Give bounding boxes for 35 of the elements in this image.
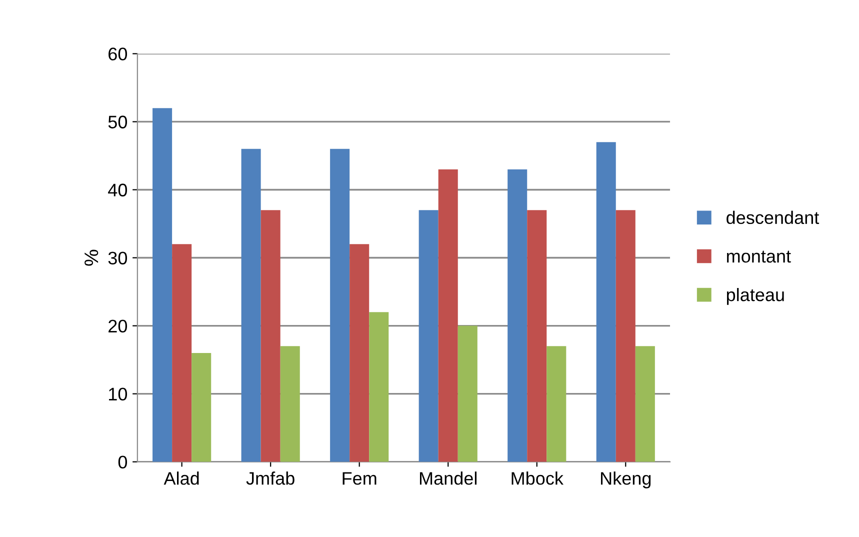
x-tick-label: Jmfab (246, 472, 294, 485)
bar (280, 346, 300, 462)
bar (508, 169, 528, 462)
y-tick-label: 60 (108, 48, 128, 60)
bar (192, 352, 212, 462)
bar (369, 312, 389, 462)
bar (438, 169, 458, 462)
bar (527, 210, 547, 462)
y-tick-label: 30 (108, 252, 128, 264)
y-tick-label: 50 (108, 116, 128, 128)
bar (418, 210, 438, 462)
x-tick-label: Fem (342, 472, 376, 485)
y-tick-label: 20 (108, 320, 128, 332)
bar (260, 210, 280, 462)
legend-label: plateau (726, 288, 784, 305)
bar (172, 244, 192, 462)
bar (458, 326, 478, 462)
y-axis-title: % (84, 250, 98, 266)
x-tick-label: Mbock (512, 472, 564, 485)
bar (241, 148, 261, 462)
bar (635, 346, 655, 462)
bar (596, 142, 616, 462)
x-tick-label: Nkeng (601, 472, 651, 488)
bar (350, 244, 370, 462)
bar (546, 346, 566, 462)
y-tick-label: 10 (109, 388, 128, 401)
x-tick-label: Mandel (420, 472, 477, 485)
bar (152, 108, 172, 462)
legend-label: descendant (726, 210, 820, 224)
y-tick-label: 0 (118, 456, 128, 469)
x-tick-label: Alad (164, 472, 199, 485)
y-tick-label: 40 (108, 184, 128, 196)
bar (616, 210, 636, 462)
bar (330, 148, 350, 462)
legend-label: montant (727, 250, 791, 263)
